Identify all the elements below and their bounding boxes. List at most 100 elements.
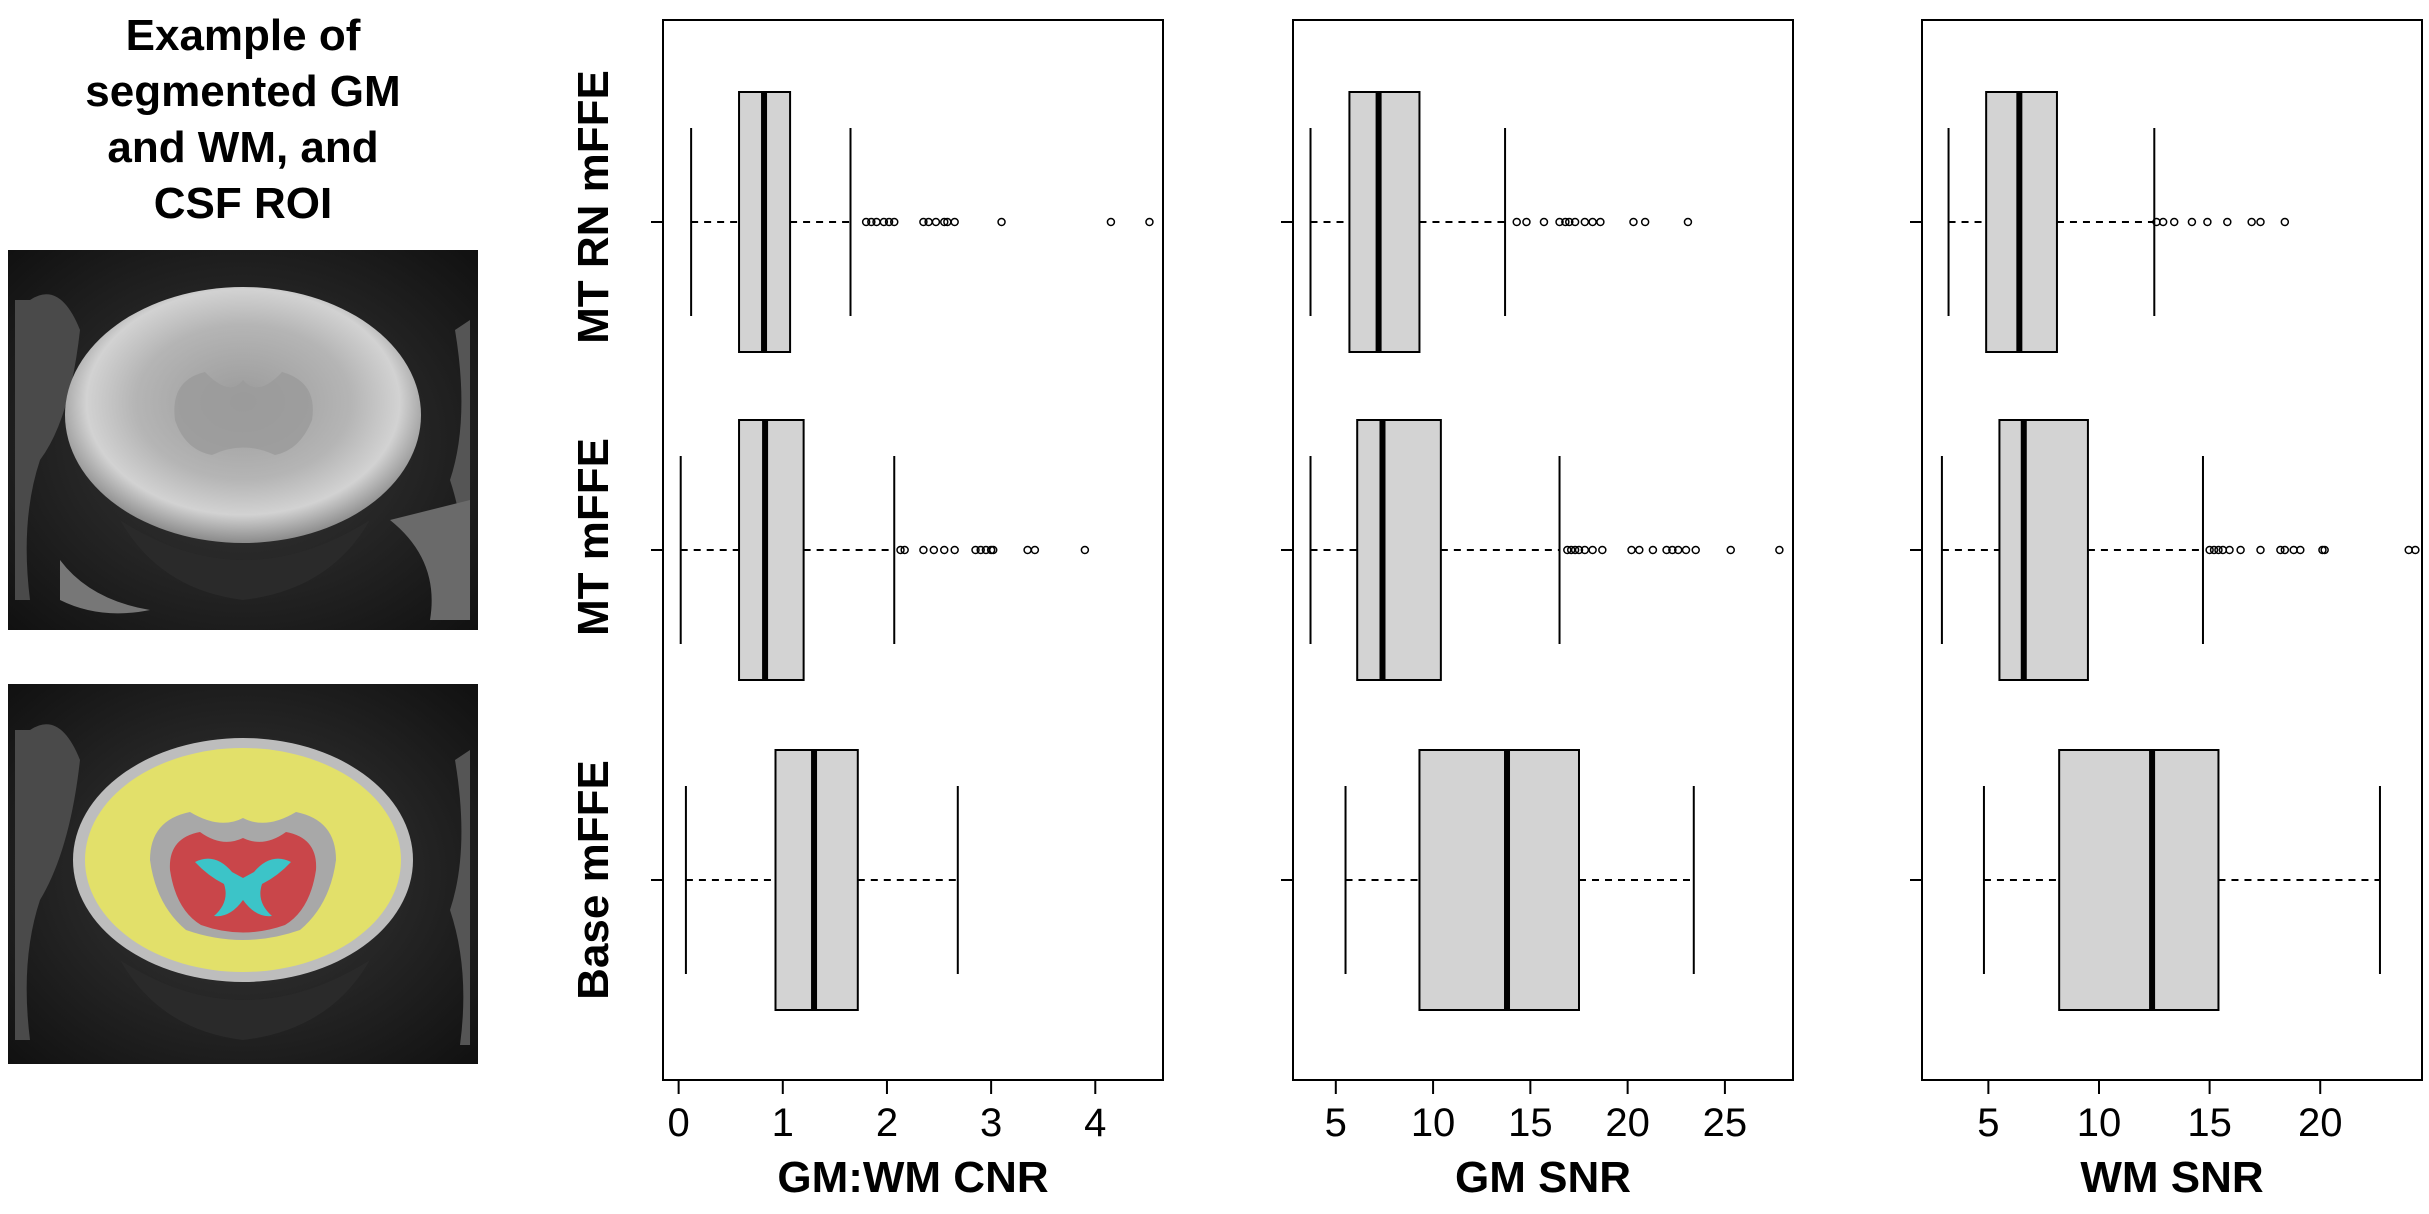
x-axis-title: WM SNR [2080, 1153, 2263, 1202]
outlier-point [1726, 545, 1735, 555]
outlier-point [1596, 217, 1605, 227]
x-tick-label: 0 [668, 1101, 690, 1145]
outlier-point [1668, 545, 1677, 555]
row-label-base-mffe: Base mFFE [569, 760, 618, 1000]
outlier-point [1662, 545, 1671, 555]
outlier-point [919, 545, 928, 555]
outlier-point [2236, 545, 2245, 555]
outlier-point [931, 217, 941, 227]
outlier-point [1683, 217, 1693, 227]
outlier-point [2225, 545, 2234, 555]
x-tick-label: 3 [980, 1101, 1002, 1145]
outlier-point [1588, 545, 1597, 555]
mri-axial-image [8, 250, 478, 630]
x-tick-label: 1 [772, 1101, 794, 1145]
outlier-point [1080, 545, 1090, 555]
outlier-point [1145, 217, 1154, 227]
outlier-point [1640, 217, 1650, 227]
outlier-point [861, 217, 871, 227]
x-tick-label: 5 [1325, 1101, 1347, 1145]
outlier-point [1574, 545, 1584, 555]
x-tick-label: 25 [1703, 1101, 1748, 1145]
outlier-point [2256, 545, 2265, 555]
outlier-point [896, 545, 905, 555]
panel-gm-snr: 5 10 15 20 25 GM SNR [1281, 19, 1794, 1202]
row-labels: MT RN mFFE MT mFFE Base mFFE [569, 70, 618, 1000]
outlier-point [2209, 545, 2219, 555]
x-tick-label: 15 [1508, 1101, 1553, 1145]
outlier-point [2411, 545, 2420, 555]
outlier-point [1555, 217, 1564, 227]
outlier-point [1561, 217, 1570, 227]
outlier-point [2280, 217, 2290, 227]
outlier-point [2158, 217, 2168, 227]
x-tick-label: 10 [2077, 1101, 2122, 1145]
outlier-point [1648, 545, 1658, 555]
outlier-point [867, 217, 876, 227]
x-tick-label: 20 [2298, 1101, 2343, 1145]
panel-gm-wm-cnr: 0 1 2 3 4 GM:WM CNR [651, 19, 1164, 1202]
x-tick-label: 5 [1977, 1101, 1999, 1145]
x-tick-label: 10 [1411, 1101, 1456, 1145]
outlier-point [988, 545, 998, 555]
outlier-point [1598, 545, 1607, 555]
outlier-point [971, 545, 980, 555]
outlier-point [2203, 217, 2212, 227]
outlier-point [1588, 217, 1597, 227]
outlier-point [2169, 217, 2179, 227]
outlier-point [940, 217, 949, 227]
iqr-box [1418, 749, 1580, 1011]
outlier-point [1566, 545, 1576, 555]
outlier-point [1775, 545, 1784, 555]
row-label-mt-rn-mffe: MT RN mFFE [569, 70, 618, 344]
x-axis-title: GM:WM CNR [777, 1153, 1048, 1202]
x-tick-label: 2 [876, 1101, 898, 1145]
figure-title: Example of segmented GM and WM, and CSF … [85, 11, 400, 228]
outlier-point [919, 217, 928, 227]
outlier-point [900, 545, 909, 555]
outlier-point [2276, 545, 2285, 555]
outlier-point [890, 217, 899, 227]
outlier-point [929, 545, 939, 555]
iqr-box [1998, 419, 2089, 681]
csf-roi-region [195, 858, 291, 917]
outlier-point [950, 545, 959, 555]
figure-title-line-4: CSF ROI [154, 179, 332, 228]
figure-title-line-1: Example of [126, 11, 361, 60]
figure-title-line-2: segmented GM [85, 67, 400, 116]
outlier-point [1673, 545, 1683, 555]
outlier-point [1030, 545, 1040, 555]
outlier-point [879, 217, 889, 227]
outlier-point [1570, 545, 1580, 555]
outlier-point [940, 545, 949, 555]
x-tick-label: 4 [1084, 1101, 1106, 1145]
outlier-point [2296, 545, 2305, 555]
outlier-point [1106, 217, 1116, 227]
x-tick-label: 20 [1605, 1101, 1650, 1145]
panel-wm-snr: 5 10 15 20 WM SNR [1910, 19, 2423, 1202]
outlier-point [2280, 545, 2290, 555]
outlier-point [1563, 545, 1572, 555]
outlier-point [2247, 217, 2256, 227]
outlier-point [2205, 545, 2214, 555]
outlier-point [2256, 217, 2265, 227]
outlier-point [1635, 545, 1644, 555]
figure-title-line-3: and WM, and [107, 123, 378, 172]
outlier-point [1539, 217, 1549, 227]
outlier-point [2223, 217, 2232, 227]
iqr-box [2058, 749, 2220, 1011]
outlier-point [1627, 545, 1636, 555]
outlier-point [884, 217, 894, 227]
iqr-box [738, 419, 805, 681]
x-tick-label: 15 [2187, 1101, 2232, 1145]
iqr-box [1356, 419, 1442, 681]
row-label-mt-mffe: MT mFFE [569, 438, 618, 636]
x-axis-title: GM SNR [1455, 1153, 1631, 1202]
mri-segmented-image [8, 684, 478, 1064]
outlier-point [2187, 217, 2197, 227]
outlier-point [1512, 217, 1521, 227]
outlier-point [1565, 217, 1574, 227]
outlier-point [2320, 545, 2329, 555]
outlier-point [1570, 217, 1580, 227]
